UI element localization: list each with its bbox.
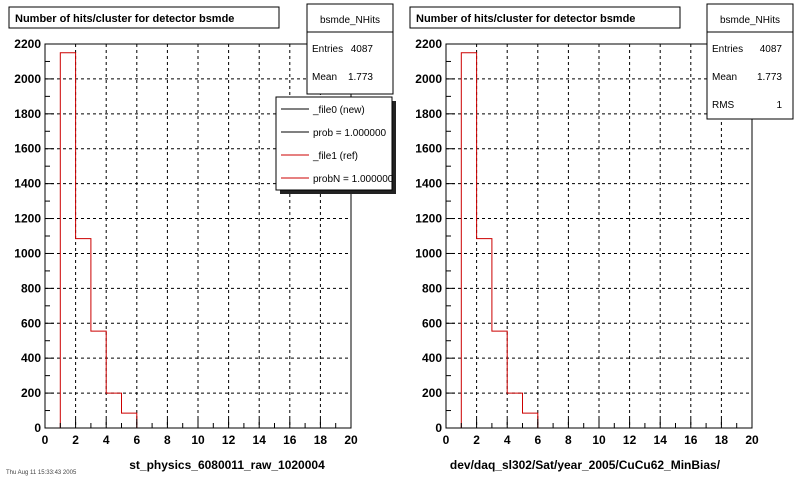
legend-label-file1: _file1 (ref): [312, 151, 358, 162]
y-tick-label: 1600: [415, 142, 442, 156]
y-tick-label: 1000: [415, 246, 442, 260]
y-tick-label: 1600: [14, 142, 41, 156]
x-tick-label: 4: [504, 433, 511, 447]
right-grid: [446, 43, 752, 428]
left-axis-ticks: 0 2 4 6 8 10 12 14 16 18 2002004006008001000120014…: [14, 37, 358, 447]
x-tick-label: 8: [565, 433, 572, 447]
right-stats-entries-label: Entries: [712, 44, 743, 55]
right-axis-ticks: 0 2 4 6 8 10 12 14 16 18 2002004006008001000120014…: [415, 37, 759, 447]
right-title: Number of hits/cluster for detector bsmd…: [416, 13, 635, 25]
histogram-bin: [106, 393, 121, 428]
right-stats-rms-label: RMS: [712, 100, 735, 111]
left-stats-mean-label: Mean: [312, 72, 337, 83]
y-tick-label: 400: [21, 351, 41, 365]
x-tick-label: 14: [654, 433, 668, 447]
x-tick-label: 4: [103, 433, 110, 447]
right-panel: Number of hits/cluster for detector bsmd…: [409, 3, 794, 472]
right-stats-mean-label: Mean: [712, 72, 737, 83]
y-tick-label: 600: [422, 316, 442, 330]
y-tick-label: 600: [21, 316, 41, 330]
y-tick-label: 1800: [415, 107, 442, 121]
y-tick-label: 2200: [415, 37, 442, 51]
legend-frame: [275, 96, 393, 191]
legend-label-prob: prob = 1.000000: [313, 128, 387, 139]
x-tick-label: 18: [314, 433, 328, 447]
legend-label-probN: probN = 1.000000: [313, 174, 394, 185]
right-stats-name: bsmde_NHits: [720, 15, 780, 26]
y-tick-label: 1200: [415, 212, 442, 226]
histogram-bin: [461, 53, 476, 428]
x-tick-label: 2: [72, 433, 79, 447]
x-tick-label: 16: [684, 433, 698, 447]
histogram-bin: [477, 239, 492, 428]
histogram-bin: [76, 239, 91, 428]
y-tick-label: 1800: [14, 107, 41, 121]
x-tick-label: 10: [191, 433, 205, 447]
left-histogram: [59, 52, 138, 428]
histogram-bin: [523, 413, 538, 428]
right-stats-rms-value: 1: [776, 100, 782, 111]
x-tick-label: 0: [443, 433, 450, 447]
left-stats-mean-value: 1.773: [348, 72, 373, 83]
left-title: Number of hits/cluster for detector bsmd…: [15, 13, 234, 25]
y-tick-label: 200: [21, 386, 41, 400]
right-histogram: [460, 52, 539, 428]
x-tick-label: 8: [164, 433, 171, 447]
y-tick-label: 400: [422, 351, 442, 365]
histogram-bin: [492, 331, 507, 428]
x-tick-label: 2: [473, 433, 480, 447]
left-x-axis-label: st_physics_6080011_raw_1020004: [129, 458, 325, 472]
histogram-bin: [122, 413, 137, 428]
x-tick-label: 0: [42, 433, 49, 447]
y-tick-label: 0: [435, 421, 442, 435]
y-tick-label: 1400: [415, 177, 442, 191]
x-tick-label: 18: [715, 433, 729, 447]
left-panel: Number of hits/cluster for detector bsmd…: [8, 3, 396, 472]
x-tick-label: 6: [133, 433, 140, 447]
left-stats-name: bsmde_NHits: [320, 15, 380, 26]
legend: _file0 (new) prob = 1.000000 _file1 (ref…: [275, 96, 396, 194]
y-tick-label: 2200: [14, 37, 41, 51]
histogram-bin: [507, 393, 522, 428]
right-stats-entries-value: 4087: [760, 44, 783, 55]
left-stats-frame: [306, 3, 394, 95]
x-tick-label: 12: [222, 433, 236, 447]
x-tick-label: 6: [534, 433, 541, 447]
histogram-bin: [91, 331, 106, 428]
y-tick-label: 200: [422, 386, 442, 400]
histogram-bin: [60, 53, 75, 428]
y-tick-label: 1200: [14, 212, 41, 226]
histogram-outline: [460, 52, 539, 428]
y-tick-label: 0: [34, 421, 41, 435]
y-tick-label: 800: [21, 281, 41, 295]
x-tick-label: 20: [344, 433, 358, 447]
x-tick-label: 14: [253, 433, 267, 447]
x-tick-label: 12: [623, 433, 637, 447]
left-title-box: [8, 6, 280, 29]
right-stats-frame: [706, 3, 794, 120]
y-tick-label: 2000: [14, 72, 41, 86]
right-x-axis-label: dev/daq_sl302/Sat/year_2005/CuCu62_MinBi…: [450, 458, 721, 472]
y-tick-label: 1400: [14, 177, 41, 191]
y-tick-label: 2000: [415, 72, 442, 86]
footer-timestamp: Thu Aug 11 15:33:43 2005: [6, 470, 77, 476]
y-tick-label: 1000: [14, 246, 41, 260]
right-stats-box: bsmde_NHits Entries 4087 Mean 1.773 RMS …: [706, 3, 794, 120]
left-stats-entries-value: 4087: [351, 44, 374, 55]
left-stats-entries-label: Entries: [312, 44, 343, 55]
right-title-box: [409, 6, 681, 29]
left-stats-box: bsmde_NHits Entries 4087 Mean 1.773: [306, 3, 394, 95]
left-grid: [45, 43, 351, 428]
histogram-outline: [59, 52, 138, 428]
right-stats-mean-value: 1.773: [757, 72, 782, 83]
right-plot: 0 2 4 6 8 10 12 14 16 18 2002004006008001000120014…: [415, 37, 759, 447]
x-tick-label: 16: [283, 433, 297, 447]
legend-label-file0: _file0 (new): [312, 105, 365, 116]
x-tick-label: 10: [592, 433, 606, 447]
y-tick-label: 800: [422, 281, 442, 295]
x-tick-label: 20: [745, 433, 759, 447]
